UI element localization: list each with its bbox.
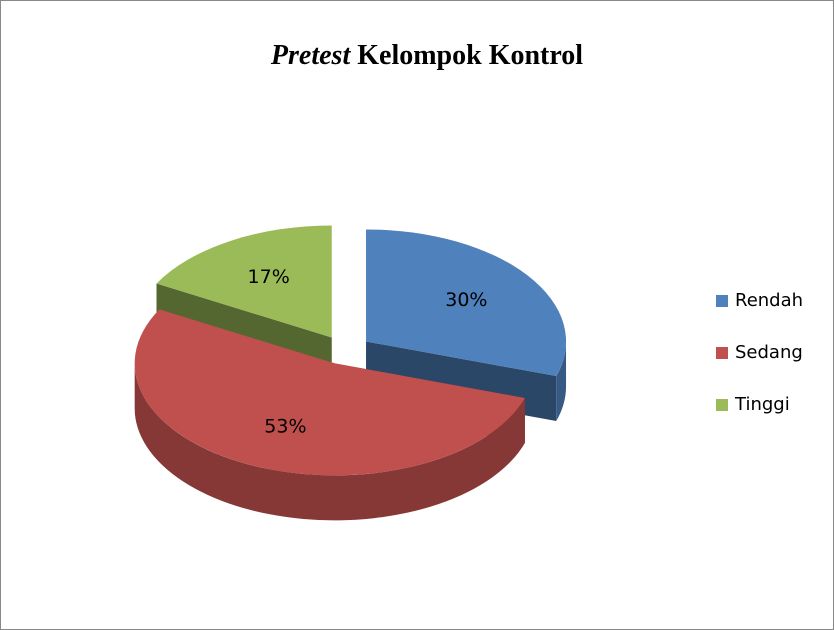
legend-label: Tinggi [734,394,790,415]
legend-label: Sedang [735,342,803,363]
slice-wall [134,363,525,521]
data-label: 30% [445,289,487,311]
slice [156,225,332,338]
data-label: 53% [264,416,306,438]
legend-label: Rendah [735,290,803,311]
slice [366,229,567,377]
data-label: 17% [248,266,290,288]
legend-swatch [716,295,728,307]
slice [134,309,525,476]
chart-title: Pretest Kelompok Kontrol [270,40,583,71]
legend-swatch [716,399,728,411]
legend-swatch [716,347,728,359]
slice-wall [556,341,567,422]
